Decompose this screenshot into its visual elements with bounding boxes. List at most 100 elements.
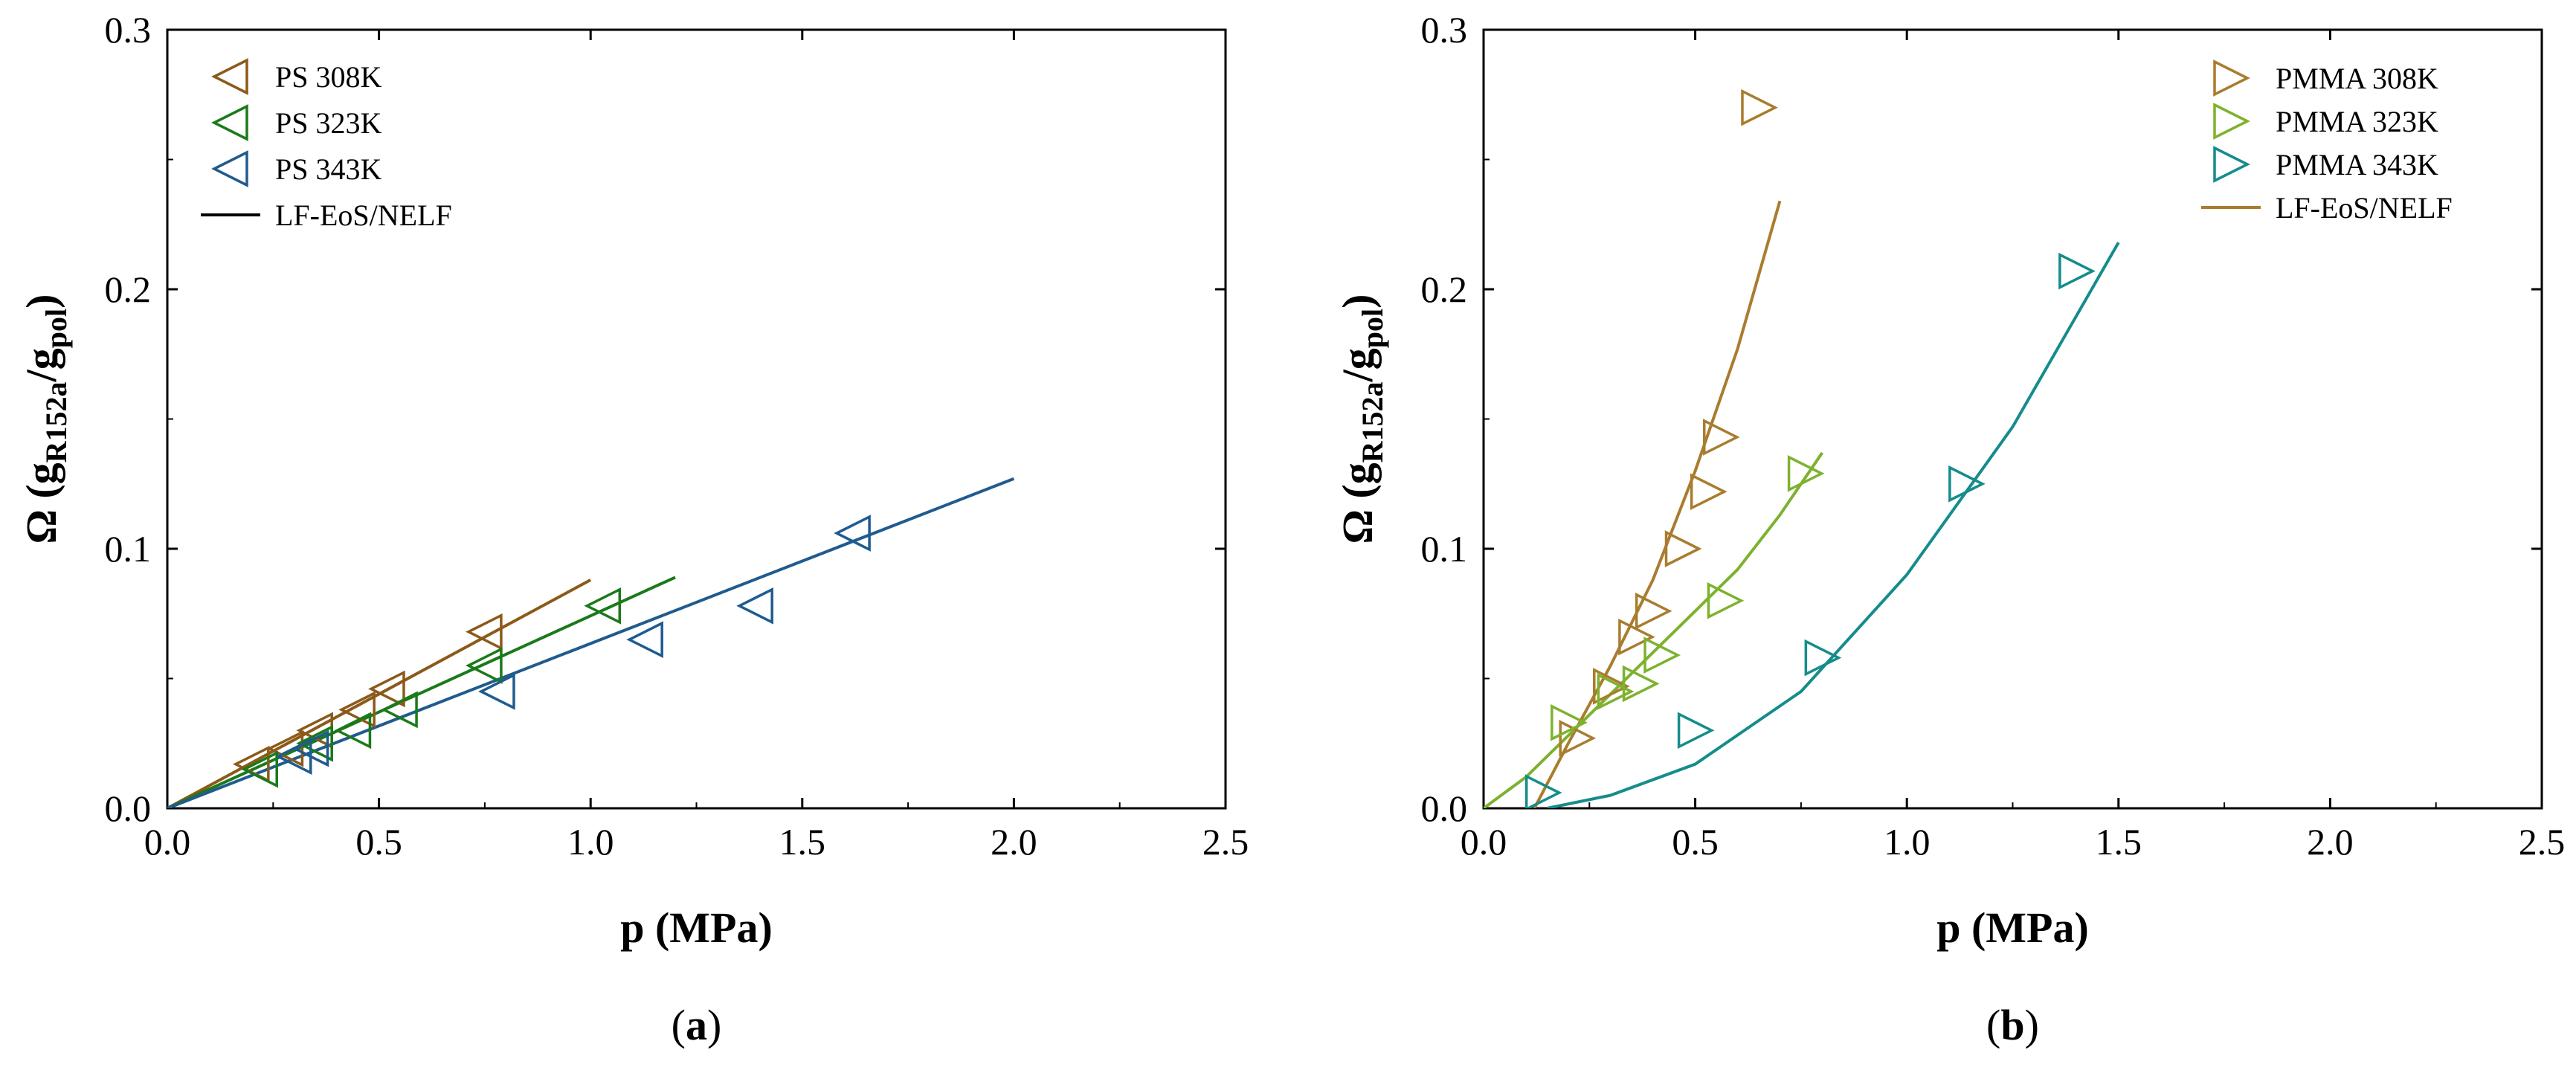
legend-label: PMMA 343K xyxy=(2276,148,2438,181)
data-point-series-1 xyxy=(1741,88,1778,126)
panel-label-paren: ) xyxy=(707,1001,721,1049)
x-tick-label: 1.0 xyxy=(1884,821,1931,863)
y-axis-label-subscript: pol xyxy=(39,309,73,348)
panel-label-letter: a xyxy=(686,1001,707,1049)
x-tick-label: 2.0 xyxy=(991,821,1037,863)
data-point-series-1 xyxy=(1635,592,1672,630)
panel-label: (b) xyxy=(1986,1001,2039,1049)
data-point-series-2 xyxy=(1787,454,1825,492)
data-point-series-3 xyxy=(478,673,515,710)
data-point-series-3 xyxy=(292,729,329,767)
data-point-series-1 xyxy=(1703,419,1740,456)
legend-label: PMMA 308K xyxy=(2276,62,2438,95)
y-tick-label: 0.3 xyxy=(105,9,152,51)
legend-label: PS 308K xyxy=(275,60,381,94)
panel-label-paren: ) xyxy=(2025,1001,2039,1049)
panel-label-paren: ( xyxy=(672,1001,686,1049)
y-axis-label: Ω (gR152a/gpol) xyxy=(17,294,73,544)
legend: PMMA 308K PMMA 323K PMMA 343K LF-EoS/NELF xyxy=(2201,59,2453,225)
data-point-series-1 xyxy=(1593,668,1630,705)
x-tick-label: 0.5 xyxy=(1672,821,1719,863)
x-tick-label: 2.5 xyxy=(2519,821,2566,863)
model-line-3 xyxy=(1546,242,2120,808)
y-tick-label: 0.1 xyxy=(105,528,152,570)
panel-label-paren: ( xyxy=(1986,1001,2000,1049)
legend-marker xyxy=(2213,146,2250,183)
legend-marker xyxy=(2213,59,2250,97)
legend-marker xyxy=(211,150,248,187)
data-point-series-3 xyxy=(2058,252,2096,290)
data-point-series-3 xyxy=(1677,712,1715,750)
y-tick-label: 0.3 xyxy=(1421,9,1468,51)
data-point-series-2 xyxy=(381,691,418,729)
legend-label: PS 323K xyxy=(275,106,381,140)
model-line-1 xyxy=(1533,200,1782,808)
x-tick-label: 1.5 xyxy=(2096,821,2142,863)
legend-label: PMMA 323K xyxy=(2276,105,2438,138)
data-point-series-2 xyxy=(334,712,372,750)
data-point-series-2 xyxy=(465,647,503,684)
x-axis-label: p (MPa) xyxy=(1936,903,2089,952)
x-tick-label: 0.0 xyxy=(144,821,191,863)
y-axis-label-part: Ω (g xyxy=(17,463,65,544)
plot-area xyxy=(167,477,1015,808)
y-tick-label: 0.0 xyxy=(1421,787,1468,829)
y-axis-label-part: ) xyxy=(17,294,65,309)
plot-area xyxy=(1484,88,2120,808)
legend-label: PS 343K xyxy=(275,152,381,186)
data-point-series-2 xyxy=(1707,581,1745,619)
panel-a-chart: 0.0 0.5 1.0 1.5 2.0 2.5 0.0 0.1 0.2 0.3 p (MPa) Ω (… xyxy=(17,9,1249,1049)
y-axis-label-subscript: pol xyxy=(1356,309,1389,348)
data-point-series-2 xyxy=(296,724,333,762)
data-point-series-2 xyxy=(1643,637,1681,674)
y-tick-label: 0.2 xyxy=(1421,268,1468,310)
x-tick-label: 1.5 xyxy=(779,821,826,863)
plot-frame xyxy=(166,28,1227,810)
model-line-2 xyxy=(167,576,676,808)
x-tick-label: 2.0 xyxy=(2307,821,2354,863)
y-axis-label-part: Ω (g xyxy=(1333,463,1382,544)
data-point-series-1 xyxy=(368,670,405,708)
panel-label-letter: b xyxy=(2000,1001,2024,1049)
x-tick-label: 0.5 xyxy=(355,821,402,863)
data-point-series-1 xyxy=(1690,473,1727,511)
y-tick-label: 0.0 xyxy=(105,787,152,829)
data-point-series-2 xyxy=(1597,673,1635,710)
data-point-series-2 xyxy=(241,750,278,788)
x-tick-label: 1.0 xyxy=(567,821,614,863)
y-axis-label-part: /g xyxy=(17,348,65,382)
y-tick-label: 0.2 xyxy=(105,268,152,310)
legend: PS 308K PS 323K PS 343K LF-EoS/NELF xyxy=(201,58,452,232)
y-axis-label-part: /g xyxy=(1333,348,1382,382)
legend-label: LF-EoS/NELF xyxy=(2276,191,2453,225)
data-point-series-3 xyxy=(1948,465,1986,503)
data-point-series-1 xyxy=(266,729,304,767)
legend-marker xyxy=(2213,103,2250,140)
data-point-series-1 xyxy=(1559,719,1597,757)
data-point-series-1 xyxy=(465,613,503,651)
panel-b-chart: 0.0 0.5 1.0 1.5 2.0 2.5 0.0 0.1 0.2 0.3 p (MPa) Ω (… xyxy=(1333,9,2565,1049)
y-axis-label: Ω (gR152a/gpol) xyxy=(1333,294,1389,544)
data-point-series-3 xyxy=(626,621,663,658)
data-point-series-2 xyxy=(584,587,622,625)
legend-marker xyxy=(211,58,248,95)
x-axis-label: p (MPa) xyxy=(620,903,773,952)
legend-label: LF-EoS/NELF xyxy=(275,199,452,232)
data-point-series-3 xyxy=(736,587,773,625)
x-tick-label: 0.0 xyxy=(1461,821,1507,863)
data-point-series-1 xyxy=(1664,530,1702,567)
y-axis-label-subscript: R152a xyxy=(39,381,73,463)
y-axis-label-part: ) xyxy=(1333,294,1382,309)
data-point-series-1 xyxy=(338,691,376,729)
model-line-3 xyxy=(167,477,1015,808)
y-tick-label: 0.1 xyxy=(1421,528,1468,570)
data-point-series-2 xyxy=(1622,665,1660,703)
panel-label: (a) xyxy=(672,1001,722,1049)
legend-marker xyxy=(211,104,248,141)
y-axis-label-subscript: R152a xyxy=(1356,381,1389,463)
x-tick-label: 2.5 xyxy=(1202,821,1249,863)
data-point-series-3 xyxy=(1524,774,1562,808)
data-point-series-2 xyxy=(1551,703,1588,741)
data-point-series-3 xyxy=(1804,639,1842,677)
